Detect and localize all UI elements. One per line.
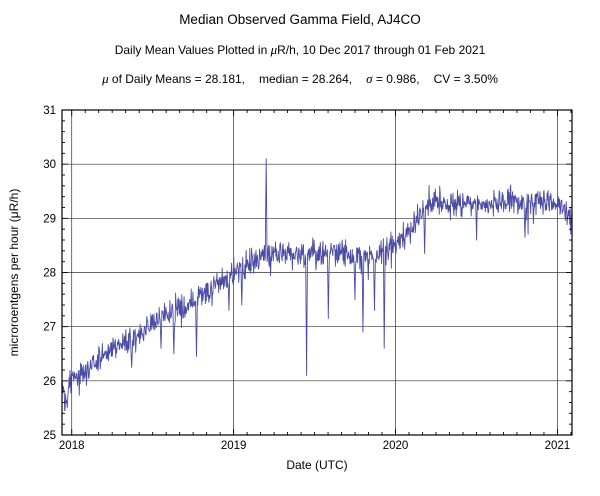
gamma-timeseries-chart: 2018 2019 2020 2021 25 26 27 28 29 30 31 Date (UTC)… [7,105,573,472]
svg-text:31: 31 [43,105,56,117]
stats-median-text: median = 28.264, [259,72,353,86]
svg-text:29: 29 [43,213,56,225]
svg-text:2020: 2020 [383,440,409,452]
x-axis-label: Date (UTC) [286,458,347,472]
mu-symbol: μ [270,42,278,57]
axis-labels: Date (UTC) microroentgens per hour (μR/h) [7,189,348,472]
stats-mean-text: of Daily Means = 28.181, [108,72,246,86]
mu-symbol: μ [102,71,109,86]
svg-text:30: 30 [43,159,56,171]
chart-stats-line: μ of Daily Means = 28.181, median = 28.26… [0,71,600,87]
stats-sigma-text: = 0.986, [372,72,420,86]
svg-text:28: 28 [43,268,56,280]
tick-labels: 2018 2019 2020 2021 25 26 27 28 29 30 31 [43,105,570,452]
svg-text:2018: 2018 [59,440,85,452]
subtitle-text-post: R/h, 10 Dec 2017 through 01 Feb 2021 [277,43,486,57]
svg-text:27: 27 [43,322,56,334]
svg-text:2021: 2021 [545,440,571,452]
chart-subtitle: Daily Mean Values Plotted in μR/h, 10 De… [0,42,600,58]
svg-text:2019: 2019 [221,440,247,452]
axis-ticks [62,109,572,436]
sigma-symbol: σ [366,71,373,86]
page-title: Median Observed Gamma Field, AJ4CO [179,12,421,27]
svg-text:25: 25 [43,430,56,442]
y-axis-label: microroentgens per hour (μR/h) [7,189,21,357]
stats-cv-text: CV = 3.50% [433,72,498,86]
series-line-daily-mean [61,158,573,412]
grid-lines [62,110,572,435]
svg-text:26: 26 [43,376,56,388]
subtitle-text-pre: Daily Mean Values Plotted in [114,43,271,57]
